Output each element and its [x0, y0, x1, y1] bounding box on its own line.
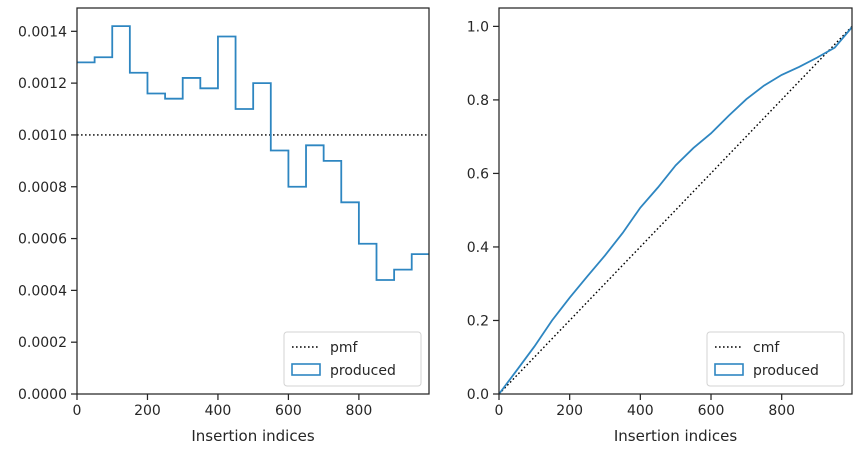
cmf-plot-area: [498, 25, 853, 395]
cmf-x-tick-label: 600: [698, 403, 725, 419]
pmf-legend-label-produced: produced: [330, 363, 396, 379]
cmf-legend-box: [706, 331, 845, 387]
cmf-x-axis-label: Insertion indices: [614, 427, 737, 445]
cmf-legend-swatch-produced: [714, 363, 744, 376]
cmf-series-cmf-line: [498, 25, 853, 395]
pmf-y-tick-label: 0.0000: [18, 387, 67, 403]
cmf-x-tick-label: 200: [556, 403, 583, 419]
cmf-chart-panel: 0 200 400 600 800 0.0 0.2 0.4 0.6 0.8 1.0 Insertio…: [467, 7, 853, 445]
cmf-legend-label-cmf: cmf: [753, 340, 780, 356]
pmf-y-tick-label: 0.0008: [18, 180, 67, 196]
cmf-y-tick-label: 1.0: [467, 19, 489, 35]
cmf-series-produced-line: [498, 26, 853, 395]
cmf-y-tick-label: 0.8: [467, 93, 489, 109]
pmf-y-tick-label: 0.0010: [18, 128, 67, 144]
pmf-y-tick-label: 0.0012: [18, 76, 67, 92]
cmf-x-tick-label: 0: [495, 403, 504, 419]
pmf-legend-label-pmf: pmf: [330, 340, 359, 356]
pmf-series-produced-line: [77, 25, 429, 281]
pmf-legend-box: [283, 331, 422, 387]
pmf-x-axis-label: Insertion indices: [191, 427, 314, 445]
cmf-axes-frame: [498, 7, 853, 395]
pmf-axes-frame: [76, 7, 430, 395]
cmf-x-tick-label: 400: [627, 403, 654, 419]
cmf-y-tick-label: 0.2: [467, 313, 489, 329]
pmf-y-tick-label: 0.0006: [18, 232, 67, 248]
pmf-legend-swatch-produced: [291, 363, 321, 376]
pmf-y-tick-label: 0.0002: [18, 335, 67, 351]
pmf-ticks: 0 200 400 600 800 0.0000 0.0002 0.0004 0.0006 0.0…: [18, 24, 372, 419]
pmf-x-tick-label: 0: [73, 403, 82, 419]
cmf-legend: cmf produced: [706, 331, 845, 387]
cmf-y-tick-label: 0.6: [467, 166, 489, 182]
pmf-x-tick-label: 200: [134, 403, 161, 419]
pmf-chart-panel: 0 200 400 600 800 0.0000 0.0002 0.0004 0.0006 0.0…: [18, 7, 430, 445]
cmf-y-tick-label: 0.4: [467, 240, 489, 256]
cmf-x-tick-label: 800: [768, 403, 795, 419]
pmf-y-tick-label: 0.0014: [18, 24, 67, 40]
pmf-x-tick-label: 400: [205, 403, 232, 419]
pmf-x-tick-label: 600: [275, 403, 302, 419]
pmf-plot-area: [77, 25, 429, 281]
pmf-y-tick-label: 0.0004: [18, 283, 67, 299]
pmf-legend: pmf produced: [283, 331, 422, 387]
cmf-ticks: 0 200 400 600 800 0.0 0.2 0.4 0.6 0.8 1.0: [467, 19, 795, 419]
pmf-x-tick-label: 800: [346, 403, 373, 419]
cmf-y-tick-label: 0.0: [467, 387, 489, 403]
cmf-legend-label-produced: produced: [753, 363, 819, 379]
